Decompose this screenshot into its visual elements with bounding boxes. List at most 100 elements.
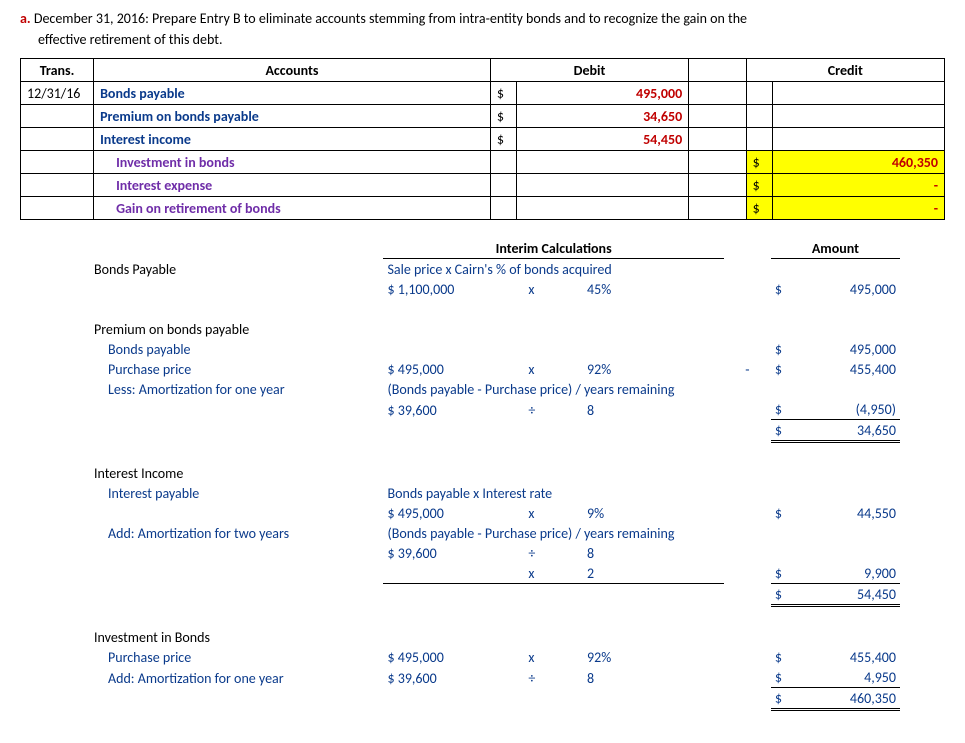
account-name: Interest income	[94, 128, 491, 151]
ib-r1-amt: 455,400	[794, 647, 900, 667]
pb-r3: Less: Amortization for one year	[90, 379, 383, 399]
ii-r3-formula: (Bonds payable - Purchase price) / years…	[383, 523, 794, 543]
col-credit: Credit	[746, 59, 944, 82]
hdr-amount: Amount	[771, 238, 900, 259]
debit-symbol	[490, 197, 516, 220]
credit-amount: -	[772, 197, 944, 220]
pb-r2-dash: -	[724, 359, 771, 379]
col-accounts: Accounts	[94, 59, 491, 82]
heading-text-1: December 31, 2016: Prepare Entry B to el…	[34, 10, 747, 27]
ii-r1-formula: Bonds payable x Interest rate	[383, 483, 770, 503]
journal-row: 12/31/16Bonds payable$495,000	[21, 82, 945, 105]
ib-r1-sym: $	[771, 647, 794, 667]
debit-amount	[516, 151, 688, 174]
journal-row: Investment in bonds$460,350	[21, 151, 945, 174]
trans-date	[21, 105, 94, 128]
gap-cell	[689, 174, 746, 197]
debit-symbol	[490, 174, 516, 197]
gap-cell	[689, 105, 746, 128]
journal-row: Premium on bonds payable$34,650	[21, 105, 945, 128]
item-label: a.	[20, 10, 31, 27]
bp-amt: 495,000	[794, 279, 900, 299]
ib-r2-sym: $	[771, 667, 794, 688]
account-name: Premium on bonds payable	[94, 105, 491, 128]
pb-r2-op: x	[524, 359, 583, 379]
pb-r3-formula: (Bonds payable - Purchase price) / years…	[383, 379, 794, 399]
gap-cell	[689, 82, 746, 105]
pb-r1-sym: $	[771, 339, 794, 359]
journal-row: Interest expense $-	[21, 174, 945, 197]
debit-symbol: $	[490, 82, 516, 105]
ii-r4-op: ÷	[524, 543, 583, 563]
debit-amount	[516, 197, 688, 220]
debit-amount: 54,450	[516, 128, 688, 151]
pb-tot-sym: $	[771, 420, 794, 442]
ib-r1-v2: 92%	[583, 647, 724, 667]
question-heading: a. December 31, 2016: Prepare Entry B to…	[20, 10, 945, 48]
credit-symbol: $	[746, 197, 772, 220]
ib-r2-op: ÷	[524, 667, 583, 688]
credit-amount	[772, 105, 944, 128]
pb-r4-op: ÷	[524, 399, 583, 420]
pb-title: Premium on bonds payable	[90, 319, 383, 339]
ii-r4-v1: $ 39,600	[383, 543, 524, 563]
gap-cell	[689, 128, 746, 151]
bp-formula: Sale price x Cairn's % of bonds acquired	[383, 259, 770, 280]
ii-r5-op: x	[524, 563, 583, 584]
trans-date	[21, 174, 94, 197]
debit-amount: 34,650	[516, 105, 688, 128]
col-debit: Debit	[490, 59, 688, 82]
credit-symbol	[746, 128, 772, 151]
credit-symbol: $	[746, 174, 772, 197]
trans-date	[21, 128, 94, 151]
debit-symbol: $	[490, 128, 516, 151]
debit-symbol	[490, 151, 516, 174]
bp-op: x	[524, 279, 583, 299]
ii-tot-sym: $	[771, 584, 794, 606]
gap-cell	[689, 197, 746, 220]
ib-r1: Purchase price	[90, 647, 383, 667]
pb-r2: Purchase price	[90, 359, 383, 379]
account-name: Interest expense	[94, 174, 491, 197]
ii-title: Interest Income	[90, 463, 383, 483]
pb-r1-amt: 495,000	[794, 339, 900, 359]
ii-r2-op: x	[524, 503, 583, 523]
ii-tot-amt: 54,450	[794, 584, 900, 606]
pb-r4-v1: $ 39,600	[383, 399, 524, 420]
interim-calculations: Interim Calculations Amount Bonds Payable…	[90, 238, 900, 711]
credit-amount: -	[772, 174, 944, 197]
ib-title: Investment in Bonds	[90, 627, 383, 647]
credit-amount	[772, 82, 944, 105]
ii-r5-amt: 9,900	[794, 563, 900, 584]
ii-r1: Interest payable	[90, 483, 383, 503]
bonds-payable-title: Bonds Payable	[90, 259, 383, 280]
trans-date	[21, 197, 94, 220]
ii-r5-sym: $	[771, 563, 794, 584]
credit-symbol	[746, 105, 772, 128]
bp-v2: 45%	[583, 279, 724, 299]
ii-r2-v1: $ 495,000	[383, 503, 524, 523]
ib-r2-amt: 4,950	[794, 667, 900, 688]
col-trans: Trans.	[21, 59, 94, 82]
ib-r2: Add: Amortization for one year	[90, 667, 383, 688]
ii-r2-sym: $	[771, 503, 794, 523]
ib-r2-v1: $ 39,600	[383, 667, 524, 688]
trans-date	[21, 151, 94, 174]
gap-cell	[689, 151, 746, 174]
hdr-interim: Interim Calculations	[383, 238, 723, 259]
ii-r5-v2: 2	[583, 563, 724, 584]
pb-r4-v2: 8	[583, 399, 724, 420]
debit-amount	[516, 174, 688, 197]
ib-tot-sym: $	[771, 688, 794, 710]
debit-amount: 495,000	[516, 82, 688, 105]
ii-r2-amt: 44,550	[794, 503, 900, 523]
account-name: Investment in bonds	[94, 151, 491, 174]
ib-r1-op: x	[524, 647, 583, 667]
journal-row: Interest income$54,450	[21, 128, 945, 151]
pb-r4-sym: $	[771, 399, 794, 420]
credit-amount: 460,350	[772, 151, 944, 174]
pb-r2-v2: 92%	[583, 359, 724, 379]
pb-r4-amt: (4,950)	[794, 399, 900, 420]
heading-text-2: effective retirement of this debt.	[38, 31, 945, 48]
pb-tot-amt: 34,650	[794, 420, 900, 442]
